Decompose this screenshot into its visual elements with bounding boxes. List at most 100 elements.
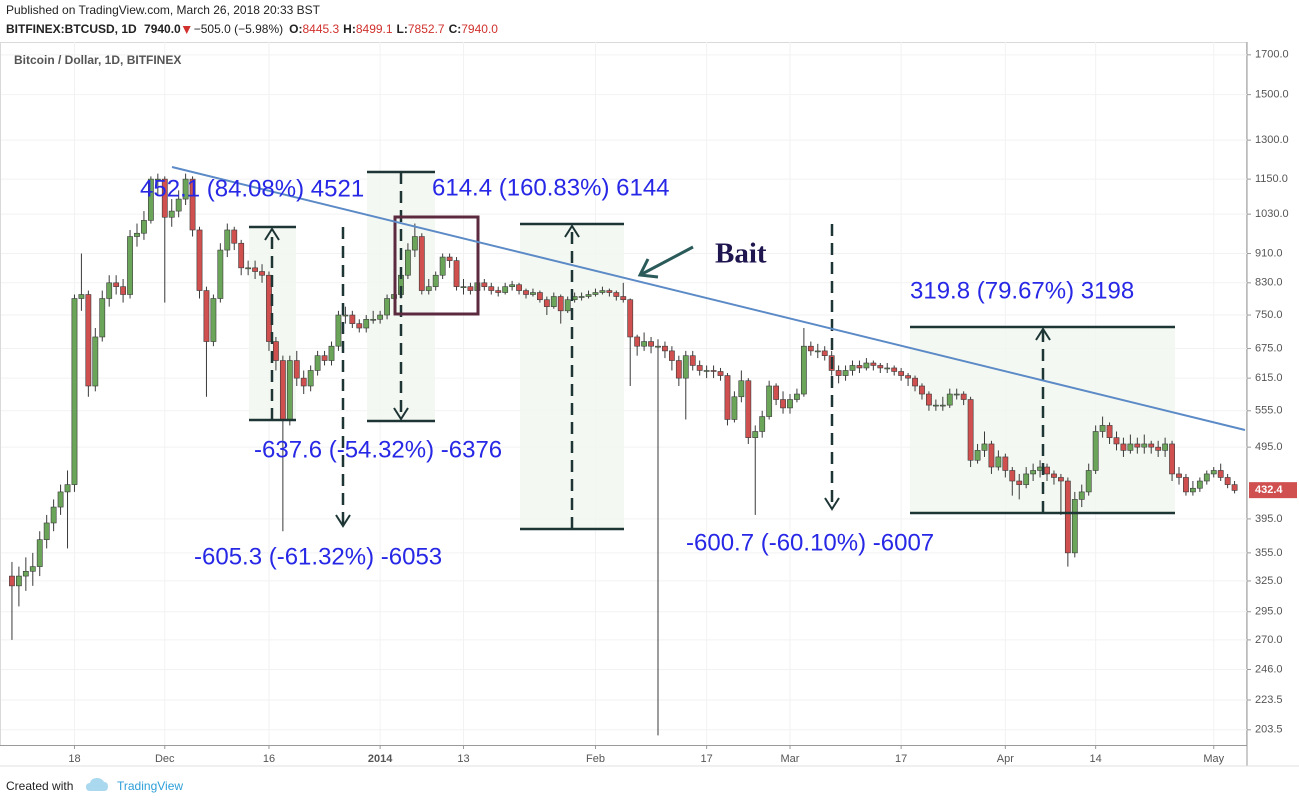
published-line: Published on TradingView.com, March 26, …	[6, 3, 321, 17]
candle-body	[342, 314, 349, 317]
candle-body	[898, 371, 905, 376]
candle-body	[912, 377, 918, 387]
candle-body	[794, 393, 800, 400]
candle-body	[821, 350, 828, 356]
candle-body	[495, 290, 502, 293]
candle-body	[905, 375, 911, 379]
candle-body	[1092, 431, 1099, 471]
candle-body	[807, 345, 814, 352]
candle-body	[405, 249, 411, 276]
candle-body	[134, 232, 140, 237]
y-tick-label: 1500.0	[1255, 89, 1289, 101]
candle-body	[266, 274, 272, 342]
candle-body	[682, 355, 689, 379]
candle-body	[370, 318, 377, 321]
candle-body	[689, 355, 696, 366]
candle-body	[1051, 473, 1057, 478]
candle-body	[981, 443, 988, 451]
highlight-box	[393, 215, 480, 316]
candle-body	[1071, 499, 1078, 554]
x-tick-label: 2014	[368, 753, 393, 765]
candle-body	[418, 236, 425, 291]
y-tick-label: 615.0	[1255, 372, 1283, 384]
candle-body	[787, 399, 793, 409]
candle-body	[557, 296, 564, 312]
candle-body	[127, 236, 133, 295]
y-tick-label: 246.0	[1255, 663, 1283, 675]
candle-body	[1030, 470, 1037, 475]
price: 7940.0	[144, 22, 181, 36]
candle-body	[884, 367, 891, 370]
candle-body	[696, 365, 703, 371]
candle-body	[800, 345, 807, 395]
candle-body	[481, 282, 488, 287]
candle-body	[1183, 477, 1189, 493]
y-tick-label: 270.0	[1255, 634, 1283, 646]
candle-body	[189, 178, 196, 231]
candle-body	[1141, 443, 1148, 448]
candle-body	[724, 375, 731, 420]
y-tick-label: 830.0	[1255, 277, 1283, 289]
candle-body	[759, 416, 766, 432]
candle-body	[9, 575, 15, 587]
down-triangle	[182, 26, 191, 34]
candle-body	[1120, 443, 1127, 451]
candle-body	[953, 393, 960, 396]
ohlc-value: 7852.7	[408, 22, 445, 36]
x-tick-label: Dec	[155, 753, 175, 765]
ohlc-value: 7940.0	[461, 22, 498, 36]
candle-body	[1196, 480, 1203, 489]
candle-body	[1127, 443, 1134, 451]
arrow-head	[824, 497, 840, 511]
candle-body	[57, 491, 64, 508]
candle-body	[71, 298, 78, 485]
candle-body	[870, 362, 877, 366]
candle-body	[203, 290, 210, 342]
ohlc-key: C:	[449, 22, 462, 36]
candle-body	[175, 198, 182, 212]
candle-body	[29, 566, 36, 572]
y-tick-label: 203.5	[1255, 724, 1283, 736]
candle-body	[384, 298, 390, 316]
candle-body	[530, 292, 536, 295]
candle-body	[1016, 480, 1023, 485]
candle-body	[1134, 443, 1141, 448]
candle-body	[1009, 470, 1016, 482]
candle-body	[988, 443, 995, 468]
annotation-label: -600.7 (-60.10%) -6007	[686, 529, 934, 556]
ohlc-key: O:	[289, 22, 302, 36]
candle-body	[835, 370, 842, 376]
y-tick-label: 1030.0	[1255, 208, 1289, 220]
candle-body	[36, 539, 43, 567]
candle-body	[1224, 477, 1231, 485]
candle-body	[891, 367, 898, 372]
y-tick-label: 325.0	[1255, 575, 1283, 587]
candle-body	[960, 393, 967, 400]
candle-body	[926, 393, 932, 406]
candle-body	[564, 299, 571, 312]
candle-body	[161, 178, 168, 218]
candle-body	[585, 294, 592, 297]
candle-body	[613, 292, 620, 297]
candle-body	[675, 360, 682, 379]
candle-body	[849, 365, 856, 371]
arrow-head	[1035, 327, 1051, 341]
header-values: −505.0 (−5.98%) O: 8445.3 H: 8499.1 L: 7852.7 C…	[182, 22, 498, 36]
candle-body	[425, 286, 432, 291]
candle-body	[377, 314, 384, 320]
y-tick-label: 495.0	[1255, 441, 1283, 453]
arrow-head	[564, 224, 580, 238]
candle-body	[1078, 491, 1085, 500]
x-tick-label: Feb	[586, 753, 605, 765]
y-tick-label: 1150.0	[1255, 173, 1288, 185]
candle-body	[537, 292, 543, 301]
arrow-head	[264, 227, 280, 241]
candle-body	[516, 284, 522, 291]
header-line: BITFINEX:BTCUSD, 1D 7940.0	[6, 22, 181, 36]
candle-body	[620, 296, 627, 301]
candle-body	[877, 365, 884, 369]
x-tick-label: 13	[457, 753, 469, 765]
candle-body	[147, 178, 154, 221]
candle-body	[467, 286, 474, 291]
